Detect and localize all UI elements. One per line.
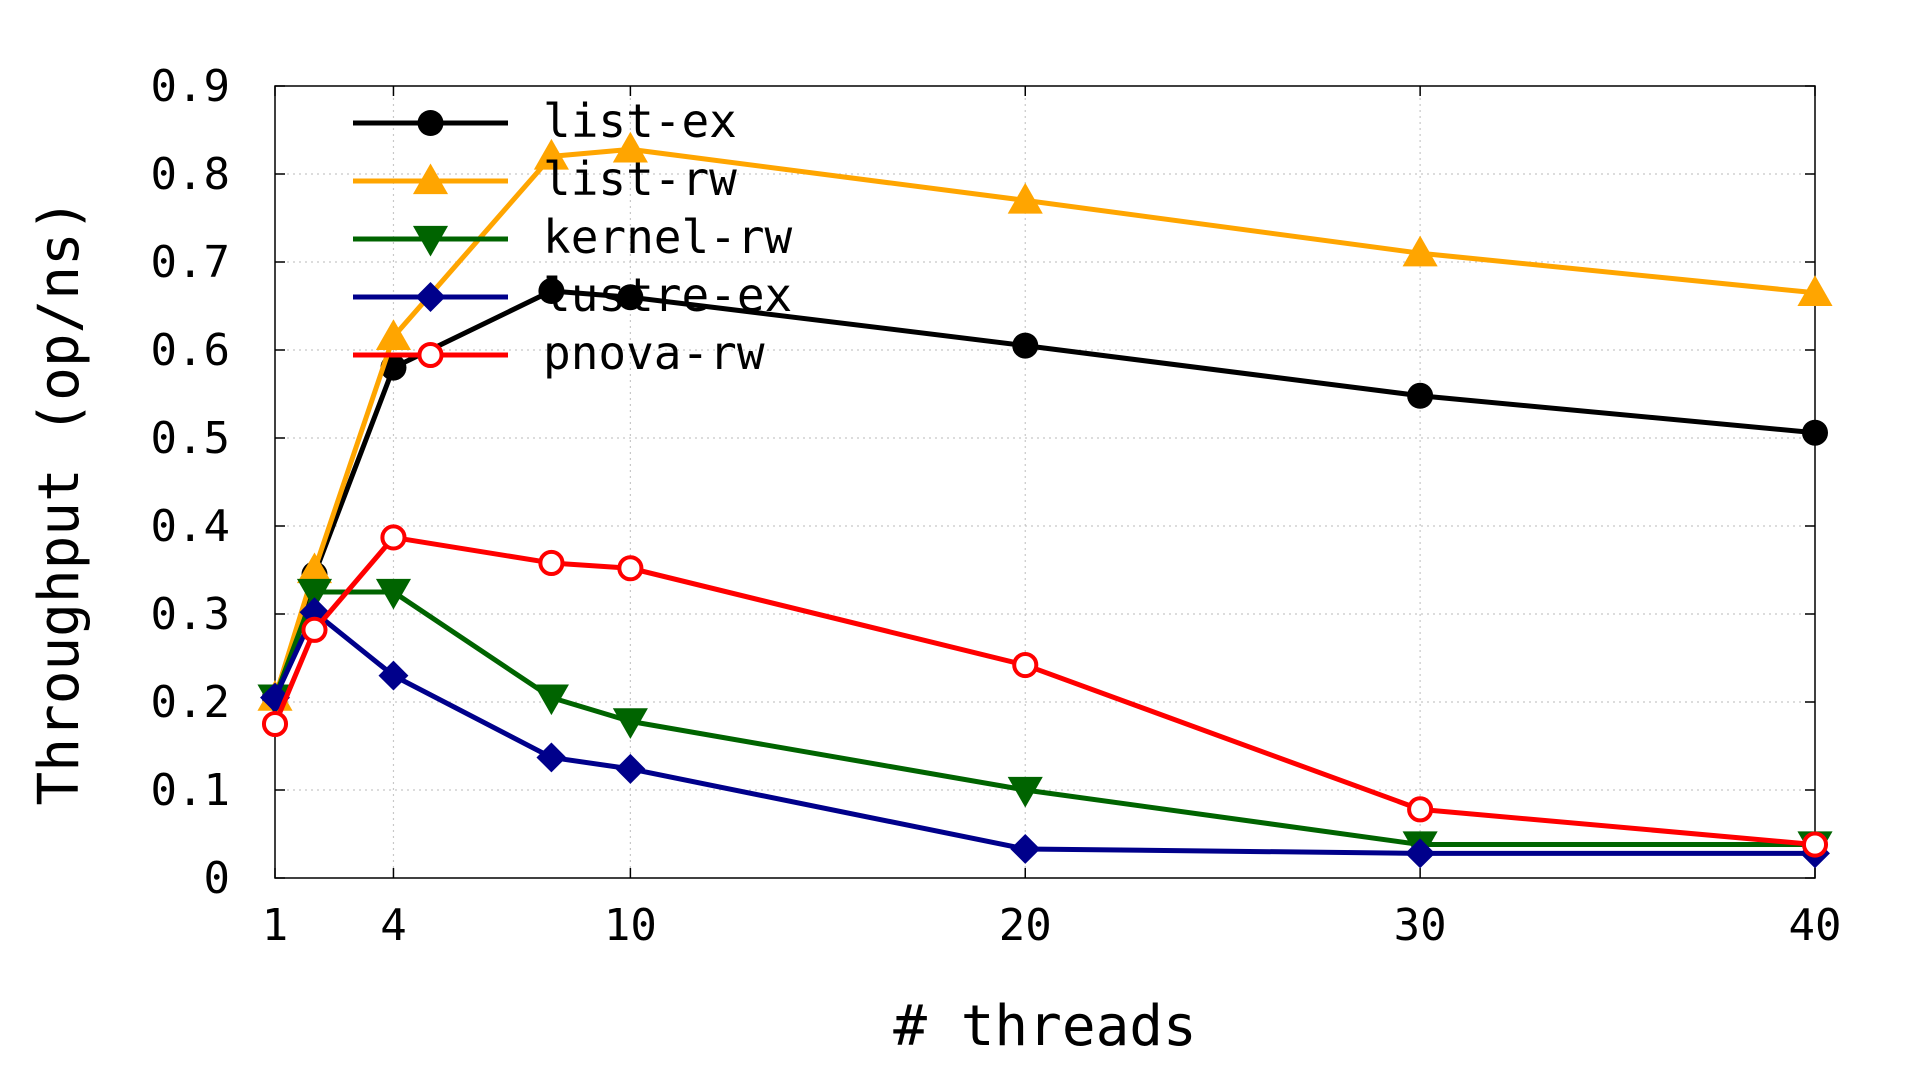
y-tick-label: 0.2 [151,677,230,728]
plot-frame [274,85,1816,879]
series-layer [257,131,1833,869]
series-list-ex [262,278,1828,711]
series-lustre-ex [260,597,1830,869]
data-point [538,278,565,305]
data-point [296,578,333,610]
legend-label: list-rw [543,152,737,206]
legend-entry-list-ex: list-ex [353,94,737,148]
legend-entry-kernel-rw: kernel-rw [353,210,793,264]
data-point [412,163,449,195]
data-point [412,225,449,257]
x-tick-label: 40 [1789,900,1842,951]
legend-entry-pnova-rw: pnova-rw [353,326,765,380]
y-axis-label: Throughput (op/ns) [27,199,92,806]
x-tick-label: 4 [380,900,407,951]
data-point [1012,332,1039,359]
series-line [272,146,1816,699]
y-tick-label: 0.9 [151,61,230,112]
data-point [615,753,646,784]
data-point [617,555,644,582]
legend-label: kernel-rw [543,210,793,264]
legend-entry-lustre-ex: lustre-ex [353,268,792,322]
x-axis-label: # threads [893,994,1196,1059]
data-point [536,742,567,773]
series-line [272,288,1816,699]
x-axis: 1 4 10 20 30 40 [262,86,1842,951]
legend-label: pnova-rw [543,326,765,380]
legend-label: list-ex [543,94,737,148]
data-point [612,131,648,163]
data-point [1797,275,1833,306]
x-tick-label: 30 [1394,900,1447,951]
data-point [261,710,289,738]
data-point [1402,235,1438,267]
data-point [1405,838,1436,869]
x-tick-label: 10 [604,900,657,951]
data-point [538,549,565,577]
y-tick-label: 0.5 [151,413,230,464]
y-tick-label: 0.7 [151,237,230,288]
data-point [533,684,569,716]
data-point [1407,382,1434,409]
data-point [296,552,333,584]
data-point [1802,419,1828,446]
y-tick-label: 0.4 [151,501,230,552]
data-point [533,138,569,170]
data-point [417,110,444,136]
data-point [375,578,412,610]
series-kernel-rw [257,578,1833,863]
data-point [378,660,409,691]
data-point [260,682,290,713]
y-tick-label: 0.1 [151,765,230,816]
y-tick-label: 0.8 [151,149,230,200]
data-point [1801,831,1829,858]
series-line [272,609,1815,856]
data-point [1007,182,1043,214]
data-point [417,341,444,369]
series-line [272,534,1816,848]
y-tick-label: 0.3 [151,589,230,640]
series-pnova-rw [261,524,1829,858]
data-point [1010,834,1041,864]
legend-label: lustre-ex [543,268,792,322]
y-tick-label: 0.6 [151,325,230,376]
series-line [272,589,1815,848]
data-point [1407,796,1434,823]
x-tick-label: 1 [262,900,289,951]
data-point [617,284,644,311]
x-tick-label: 20 [999,900,1052,951]
data-point [375,319,412,350]
data-point [380,524,407,551]
data-point [415,282,446,312]
y-tick-label: 0 [204,853,231,904]
data-point [1012,651,1039,679]
data-point [301,616,328,643]
y-axis: 0 0.1 0.2 0.3 0.4 0.5 0.6 0.7 0.8 0.9 [151,61,1815,904]
data-point [1007,776,1043,808]
series-list-rw [257,131,1833,711]
legend-entry-list-rw: list-rw [353,152,737,206]
data-point [612,708,648,739]
